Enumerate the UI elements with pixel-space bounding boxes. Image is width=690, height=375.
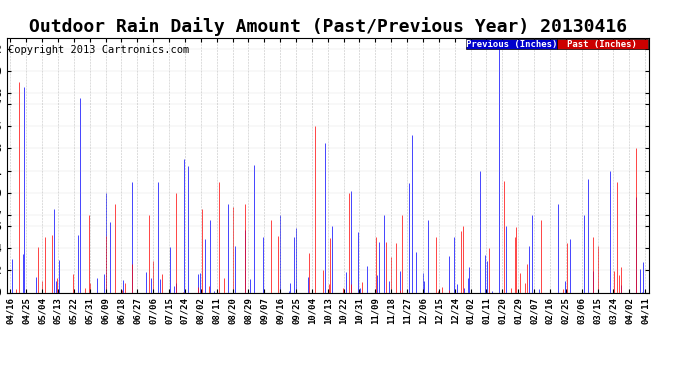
- Text: Past (Inches): Past (Inches): [567, 40, 638, 49]
- FancyBboxPatch shape: [557, 39, 648, 49]
- Title: Outdoor Rain Daily Amount (Past/Previous Year) 20130416: Outdoor Rain Daily Amount (Past/Previous…: [29, 17, 627, 36]
- Text: Copyright 2013 Cartronics.com: Copyright 2013 Cartronics.com: [8, 45, 189, 55]
- Text: Previous (Inches): Previous (Inches): [466, 40, 557, 49]
- FancyBboxPatch shape: [466, 39, 557, 49]
